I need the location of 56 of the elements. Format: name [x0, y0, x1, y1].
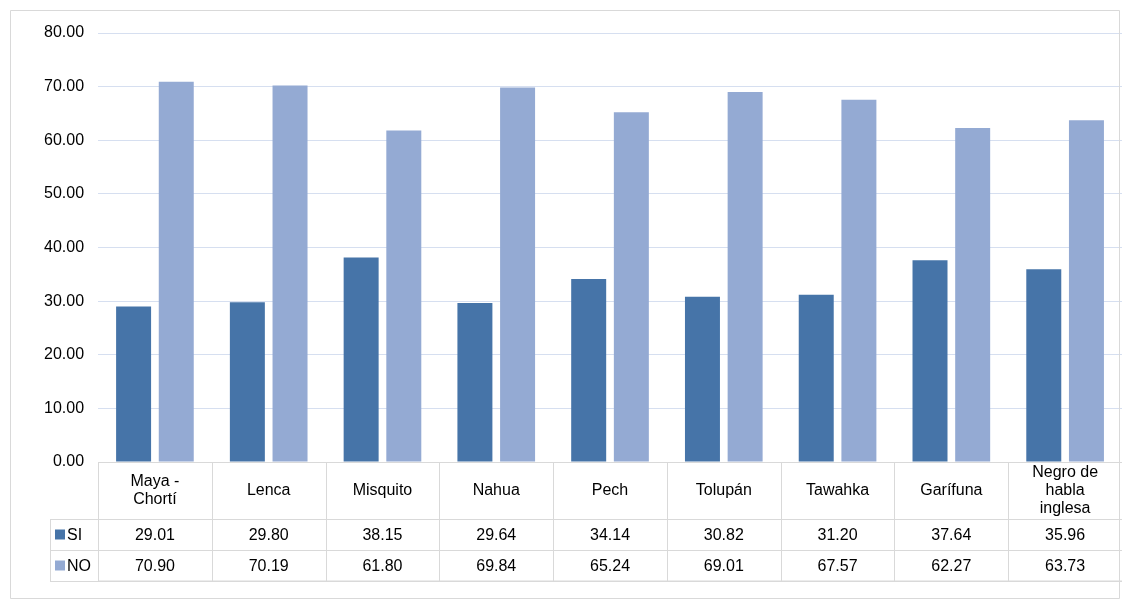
bar — [684, 296, 720, 462]
data-label: 67.57 — [817, 556, 858, 574]
x-tick-label: Nahua — [472, 480, 520, 498]
bar — [272, 85, 308, 462]
bar — [158, 81, 194, 462]
data-label: 29.64 — [476, 525, 517, 543]
y-tick-label: 30.00 — [43, 291, 85, 309]
bar — [912, 260, 948, 462]
bar — [500, 87, 536, 462]
bar — [571, 278, 607, 462]
y-tick-label: 10.00 — [43, 398, 85, 416]
x-tick-label: Maya - Chortí — [130, 471, 180, 507]
bar — [1026, 269, 1062, 462]
data-label: 35.96 — [1045, 525, 1086, 543]
x-tick-label: Tolupán — [695, 480, 752, 498]
x-tick-label: Negro de habla inglesa — [1032, 462, 1099, 516]
bar — [841, 99, 877, 462]
y-tick-label: 40.00 — [43, 237, 85, 255]
data-label: 37.64 — [931, 525, 972, 543]
data-label: 70.90 — [134, 556, 176, 574]
y-tick-label: 70.00 — [43, 77, 85, 95]
data-label: 30.82 — [703, 525, 744, 543]
data-label: 65.24 — [590, 556, 631, 574]
x-tick-label: Garífuna — [920, 480, 983, 498]
bar — [798, 294, 834, 462]
y-tick-label: 50.00 — [43, 184, 85, 202]
data-label: 38.15 — [362, 525, 403, 543]
bar — [613, 112, 649, 462]
data-label: 69.01 — [703, 556, 744, 574]
data-label: 63.73 — [1045, 556, 1086, 574]
y-tick-label: 80.00 — [43, 23, 85, 41]
bar — [229, 302, 265, 462]
x-tick-label: Tawahka — [805, 480, 870, 498]
bar — [457, 303, 493, 462]
x-tick-label: Misquito — [352, 480, 413, 498]
bar — [1068, 120, 1104, 462]
y-tick-label: 0.00 — [52, 452, 85, 470]
data-label: 61.80 — [362, 556, 403, 574]
y-tick-label: 20.00 — [43, 345, 85, 363]
legend-label: SI — [67, 525, 83, 543]
data-label: 29.80 — [248, 525, 289, 543]
bar — [343, 257, 379, 462]
data-label: 70.19 — [248, 556, 289, 574]
x-tick-label: Lenca — [246, 480, 291, 498]
bar — [116, 306, 152, 462]
data-label: 31.20 — [817, 525, 858, 543]
data-label: 34.14 — [590, 525, 631, 543]
x-tick-label: Pech — [591, 480, 629, 498]
y-tick-label: 60.00 — [43, 130, 85, 148]
bar — [386, 130, 422, 462]
data-label: 62.27 — [931, 556, 972, 574]
data-label: 69.84 — [476, 556, 517, 574]
legend-label: NO — [67, 556, 91, 574]
bar — [955, 128, 991, 462]
bar — [727, 91, 763, 462]
data-label: 29.01 — [134, 525, 176, 543]
